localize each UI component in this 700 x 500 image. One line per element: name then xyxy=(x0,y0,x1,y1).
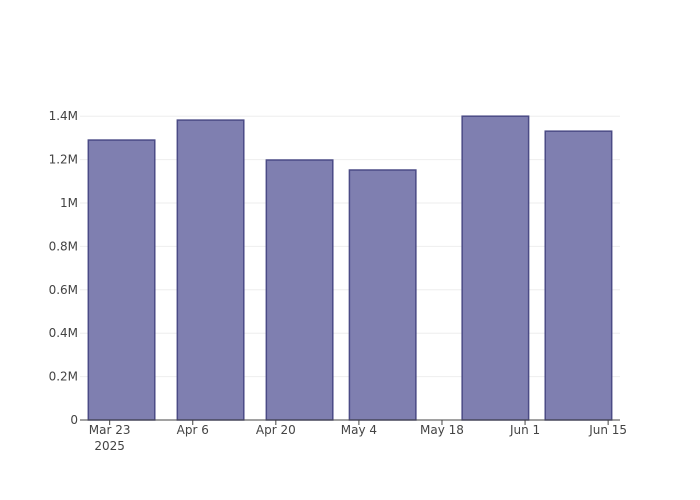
y-tick-label: 1M xyxy=(60,196,78,210)
bar xyxy=(176,119,245,421)
y-tick-label: 0.6M xyxy=(49,283,78,297)
bar xyxy=(544,130,613,421)
bar xyxy=(87,139,156,421)
x-tick-label: May 4 xyxy=(341,423,377,437)
y-tick-label: 0.8M xyxy=(49,239,78,253)
y-tick-label: 1.4M xyxy=(49,109,78,123)
bar xyxy=(348,169,417,421)
x-tick-label: Apr 20 xyxy=(256,423,296,437)
x-year-label: 2025 xyxy=(94,439,125,453)
bar xyxy=(461,115,530,421)
y-tick-label: 1.2M xyxy=(49,153,78,167)
bar xyxy=(265,159,334,421)
x-tick-label: Apr 6 xyxy=(177,423,209,437)
x-tick-label: Jun 15 xyxy=(588,423,627,437)
x-tick-label: Jun 1 xyxy=(509,423,540,437)
y-tick-label: 0 xyxy=(70,413,78,427)
y-tick-label: 0.4M xyxy=(49,326,78,340)
x-tick-label: Mar 23 xyxy=(89,423,131,437)
x-tick-label: May 18 xyxy=(420,423,464,437)
y-tick-label: 0.2M xyxy=(49,370,78,384)
